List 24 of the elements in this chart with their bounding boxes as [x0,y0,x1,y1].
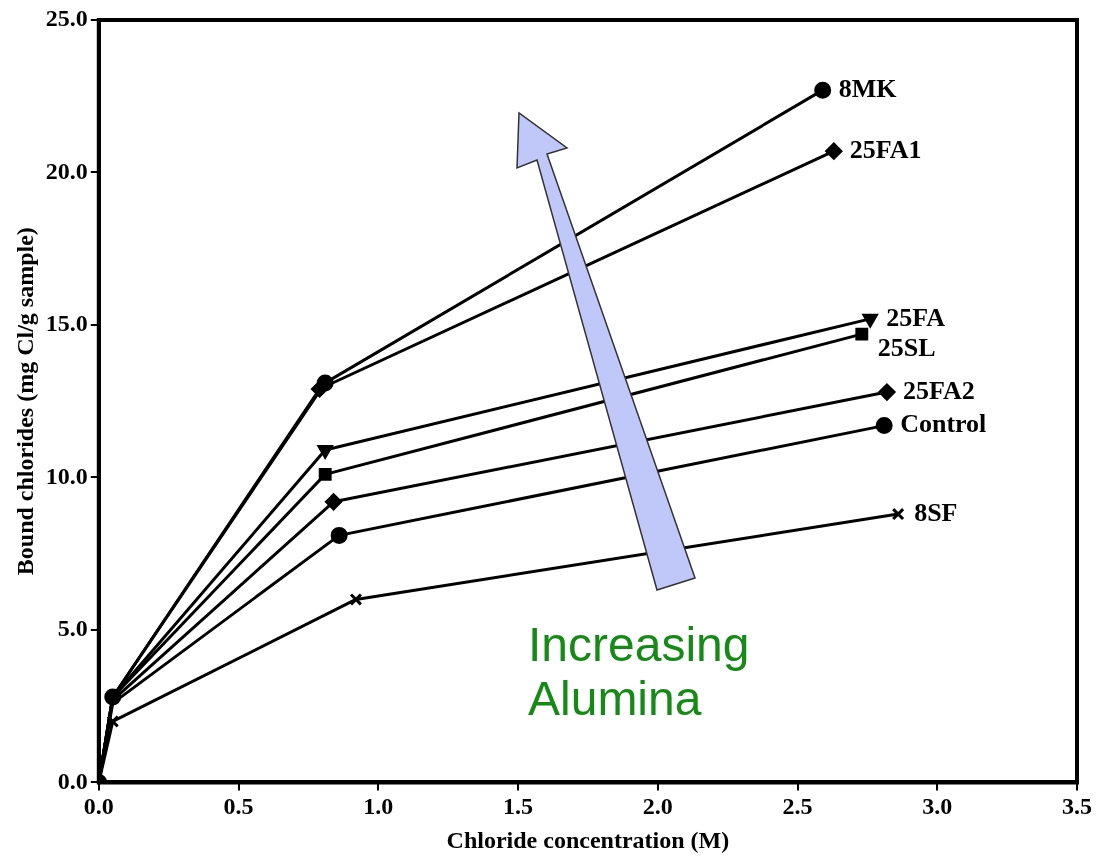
y-tick-label: 15.0 [45,310,88,337]
x-tick-label: 2.0 [642,793,673,819]
x-axis-title: Chloride concentration (M) [446,826,730,853]
series-label: 8MK [838,73,898,103]
series-label: 8SF [914,497,958,527]
y-axis-title: Bound chlorides (mg Cl/g sample) [11,227,38,576]
x-tick-label: 3.0 [922,793,953,819]
y-tick-label: 20.0 [45,157,88,184]
series-label: 25SL [877,332,936,362]
x-tick-label: 2.5 [782,793,813,819]
series-label: Control [900,409,987,439]
x-tick-label: 0.5 [223,793,254,819]
x-tick-label: 1.5 [503,793,534,819]
series-label: 25FA1 [849,134,922,164]
y-tick-label: 0.0 [57,767,88,794]
y-tick-label: 10.0 [45,462,88,489]
y-tick-label: 25.0 [45,5,88,32]
x-tick-label: 1.0 [363,793,394,819]
x-tick-label: 3.5 [1062,793,1092,819]
series-label: 25FA2 [902,375,975,405]
annotation: Increasing Alumina [528,618,751,726]
x-tick-label: 0.0 [83,793,114,819]
y-tick-label: 5.0 [57,615,88,642]
series-label: 25FA [886,302,946,332]
